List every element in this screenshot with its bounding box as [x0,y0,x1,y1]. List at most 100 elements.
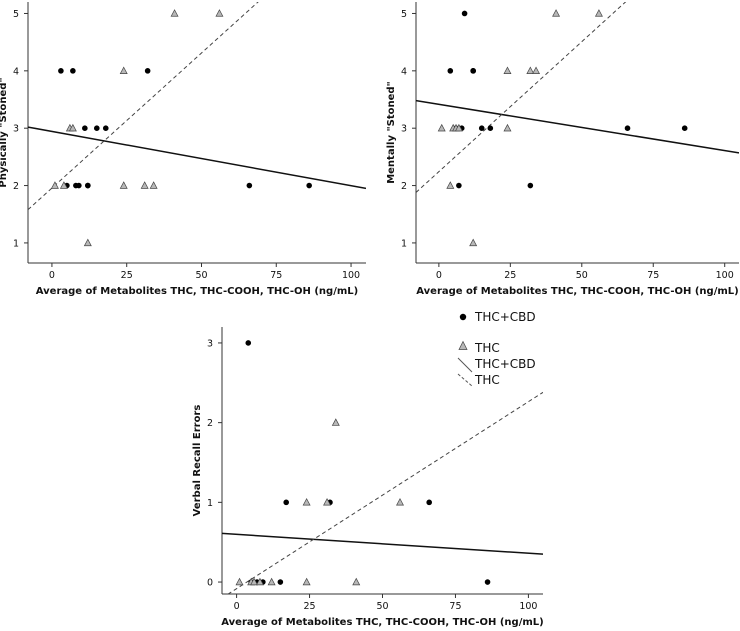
x-axis-title: Average of Metabolites THC, THC-COOH, TH… [36,286,358,297]
panel-physically-stoned: 0 25 50 75 100 1 2 3 4 5 Average of Metabolites TH… [0,2,366,297]
point-thc [454,123,463,132]
point-thc [119,181,128,189]
point-thc-cbd [484,579,491,585]
point-thc [594,9,603,17]
point-thc [59,181,68,189]
y-axis-title: Verbal Recall Errors [192,405,203,517]
fit-lines [28,2,366,211]
x-tick-label: 75 [647,270,659,281]
point-thc-cbd [624,125,631,131]
legend-label-thc-line: THC [474,373,500,387]
x-axis-title: Average of Metabolites THC, THC-COOH, TH… [416,286,738,297]
x-tick-label: 100 [716,270,734,281]
point-thc [140,181,149,189]
y-tick-label: 0 [207,578,213,589]
y-axis-title: Physically "Stoned" [0,77,9,187]
x-tick-label: 50 [576,270,588,281]
x-tick-label: 0 [234,601,240,612]
fit-lines [222,391,543,594]
point-thc-cbd [461,10,468,17]
x-tick-label: 50 [376,601,388,612]
panel-mentally-stoned: 0 25 50 75 100 1 2 3 4 5 Average of Metabolites TH… [386,2,739,297]
fit-line-thc-cbd [222,532,543,555]
point-thc-cbd [456,182,462,189]
point-thc [68,123,77,132]
point-thc [437,123,446,132]
point-thc [532,66,541,74]
y-tick-label: 1 [207,498,213,509]
point-thc [83,238,92,247]
y-tick-label: 5 [401,9,407,20]
y-axis-title: Mentally "Stoned" [386,81,397,184]
x-tick-label: 0 [436,270,442,281]
y-tick-label: 4 [13,66,19,77]
point-thc-cbd [246,182,253,189]
y-tick-label: 4 [401,66,407,77]
x-tick-label: 75 [270,270,282,281]
point-thc-cbd [245,340,252,346]
legend-dashed-line [457,373,473,387]
x-tick-label: 100 [342,270,360,281]
y-tick-label: 3 [13,124,19,135]
point-thc-cbd [447,68,454,74]
x-tick-label: 25 [504,270,516,281]
x-tick-label: 25 [121,270,133,281]
fit-lines [416,2,739,193]
point-thc-cbd [681,125,688,131]
y-tick-label: 5 [13,9,19,20]
y-tick-label: 3 [207,338,213,349]
point-thc-cbd [85,182,91,189]
point-thc [469,238,478,247]
point-thc [323,497,332,506]
y-tick-label: 2 [401,181,407,192]
legend: THC+CBD THC THC+CBD THC [457,310,536,387]
point-thc [250,577,259,586]
fit-line-thc [227,391,543,594]
legend-triangle-marker [458,340,468,350]
fit-line-thc [28,2,259,211]
point-thc-cbd [102,125,109,131]
point-thc [396,497,404,506]
legend-solid-line [457,357,473,373]
fit-line-thc-cbd [28,126,366,190]
point-thc [446,181,455,189]
point-thc-cbd [283,499,290,506]
point-thc-cbd [76,182,82,189]
point-thc-cbd [82,125,88,131]
point-thc-cbd [58,68,64,74]
point-thc [352,577,361,586]
legend-label-thc-cbd-line: THC+CBD [474,357,536,371]
point-thc [170,9,179,17]
point-thc-cbd [426,499,432,506]
y-tick-label: 2 [13,181,19,192]
point-thc [552,9,561,17]
point-thc [503,123,512,132]
point-thc [526,66,535,74]
y-tick-label: 2 [207,418,213,429]
point-thc [119,66,128,74]
x-tick-label: 100 [519,601,537,612]
x-tick-label: 75 [449,601,461,612]
x-tick-label: 0 [49,270,55,281]
point-thc [302,577,311,586]
point-thc-cbd [93,125,100,131]
point-thc-cbd [527,182,534,189]
legend-label-thc-points: THC [474,341,500,355]
point-thc-cbd [144,68,151,74]
point-thc [331,418,340,426]
y-tick-label: 3 [401,124,407,135]
point-thc-cbd [306,182,312,189]
legend-circle-marker [459,313,467,321]
panel-verbal-recall-errors: 0 25 50 75 100 0 1 2 3 Average of Metabolites THC… [192,327,544,628]
point-thc [149,181,158,189]
point-thc [267,577,276,586]
y-tick-label: 1 [401,238,407,249]
point-thc [255,577,264,586]
fit-line-thc-cbd [416,99,739,154]
point-thc-cbd [277,579,284,585]
point-thc [215,9,224,17]
y-tick-label: 1 [13,238,19,249]
x-axis-title: Average of Metabolites THC, THC-COOH, TH… [221,617,543,628]
point-thc-cbd [470,68,476,74]
x-tick-label: 50 [195,270,207,281]
